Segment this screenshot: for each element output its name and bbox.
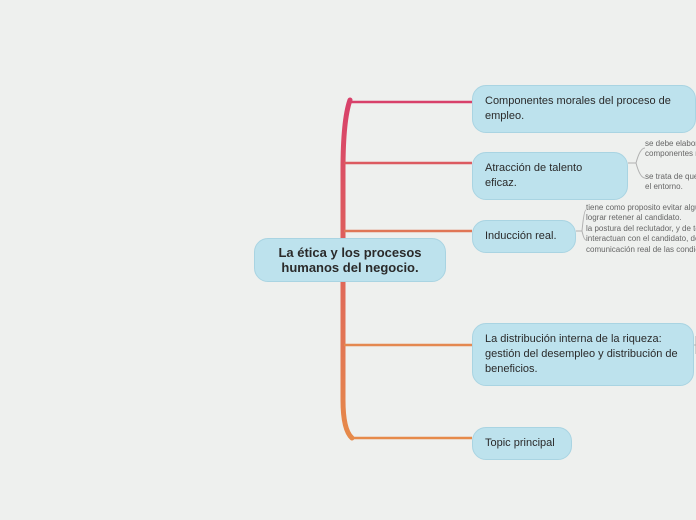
mindmap-canvas: La ética y los procesos humanos del nego… [0, 0, 696, 520]
central-topic[interactable]: La ética y los procesos humanos del nego… [254, 238, 446, 282]
leaf-label: se debe elaborar una estrategia de reclu… [645, 139, 696, 158]
branch-topic-principal[interactable]: Topic principal [472, 427, 572, 460]
leaf-text: la postura del reclutador, y de todos en… [586, 224, 696, 255]
fork-b2 [628, 148, 645, 178]
branch-label: Inducción real. [485, 229, 557, 244]
leaf-label: se trata de que el candidato conozca de … [645, 172, 696, 191]
leaf-text: tiene como proposito evitar algún tipo d… [586, 203, 696, 224]
fork-b3 [576, 210, 586, 240]
branch-componentes-morales[interactable]: Componentes morales del proceso de emple… [472, 85, 696, 133]
leaf-text: se trata de que el candidato conozca de … [645, 172, 696, 193]
branch-label: Topic principal [485, 436, 555, 451]
branch-label: Atracción de talento eficaz. [485, 161, 615, 191]
central-topic-label: La ética y los procesos humanos del nego… [267, 245, 433, 275]
branch-distribucion-riqueza[interactable]: La distribución interna de la riqueza: g… [472, 323, 694, 386]
leaf-text: se debe elaborar una estrategia de reclu… [645, 139, 696, 160]
branch-label: Componentes morales del proceso de emple… [485, 94, 683, 124]
branch-induccion-real[interactable]: Inducción real. [472, 220, 576, 253]
branch-atraccion-talento[interactable]: Atracción de talento eficaz. [472, 152, 628, 200]
leaf-label: tiene como proposito evitar algún tipo d… [586, 203, 696, 222]
leaf-label: la postura del reclutador, y de todos en… [586, 224, 696, 254]
branch-label: La distribución interna de la riqueza: g… [485, 332, 681, 377]
